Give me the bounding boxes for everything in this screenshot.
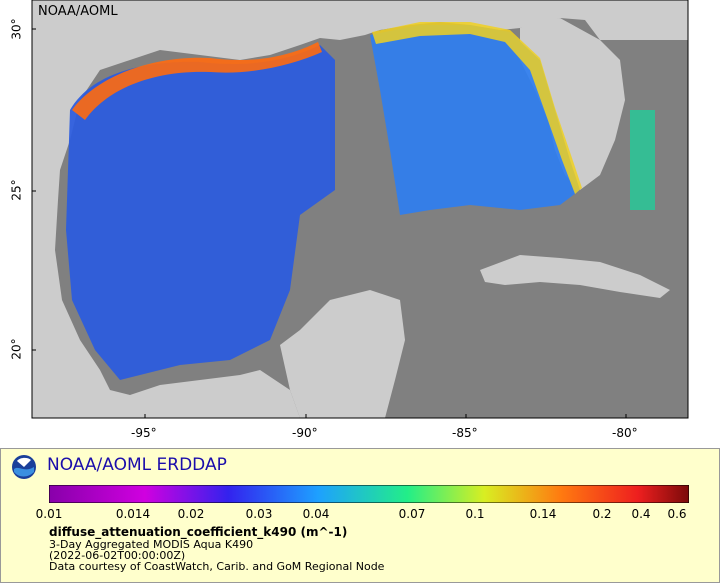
land-florida	[520, 18, 625, 190]
land-mexico	[32, 170, 300, 418]
lat-tick-20: 20°	[9, 338, 24, 360]
map-image	[31, 0, 689, 419]
colorbar-label-3: 0.03	[245, 507, 273, 521]
land-usa	[32, 0, 688, 170]
colorbar-label-5: 0.07	[398, 507, 426, 521]
colorbar-label-1: 0.014	[115, 507, 151, 521]
colorbar-label-0: 0.01	[35, 507, 63, 521]
noaa-logo	[12, 455, 36, 479]
lat-tick-30: 30°	[9, 18, 24, 40]
land-yucatan	[280, 290, 405, 418]
erddap-brand-title: NOAA/AOML ERDDAP	[47, 455, 227, 475]
map-panel: NOAA/AOML 30° 25° 20° -95° -90° -85° -80…	[9, 0, 689, 440]
colorbar-label-7: 0.14	[529, 507, 557, 521]
bahamas-banks	[630, 110, 655, 210]
colorbar-label-10: 0.6	[667, 507, 687, 521]
plot-frame	[31, 0, 689, 419]
axis-ticks	[32, 28, 627, 418]
ocean-k490-east	[370, 25, 580, 215]
colorbar-label-4: 0.04	[302, 507, 330, 521]
lon-tick-85: -85°	[452, 426, 478, 440]
colorbar	[49, 485, 689, 503]
time-stamp: (2022-06-02T00:00:00Z)	[49, 549, 186, 562]
data-courtesy: Data courtesy of CoastWatch, Carib. and …	[49, 560, 385, 573]
coastal-high-k490-east	[372, 22, 582, 194]
colorbar-label-9: 0.4	[631, 507, 651, 521]
ocean-k490-west	[66, 45, 335, 380]
colorbar-label-8: 0.2	[592, 507, 612, 521]
colorbar-label-6: 0.1	[465, 507, 485, 521]
lat-tick-25: 25°	[9, 179, 24, 201]
colorbar-label-2: 0.02	[177, 507, 205, 521]
lon-tick-90: -90°	[292, 426, 318, 440]
land-cuba	[480, 255, 670, 298]
dataset-title: 3-Day Aggregated MODIS Aqua K490	[49, 538, 254, 551]
lon-tick-80: -80°	[612, 426, 638, 440]
legend-panel: NOAA/AOML ERDDAP 0.01 0.014 0.02 0.03 0.…	[0, 448, 720, 583]
variable-name: diffuse_attenuation_coefficient_k490 (m^…	[49, 525, 348, 539]
map-credit: NOAA/AOML	[38, 4, 118, 19]
lon-tick-95: -95°	[131, 426, 157, 440]
coastal-high-k490-west	[72, 42, 322, 120]
